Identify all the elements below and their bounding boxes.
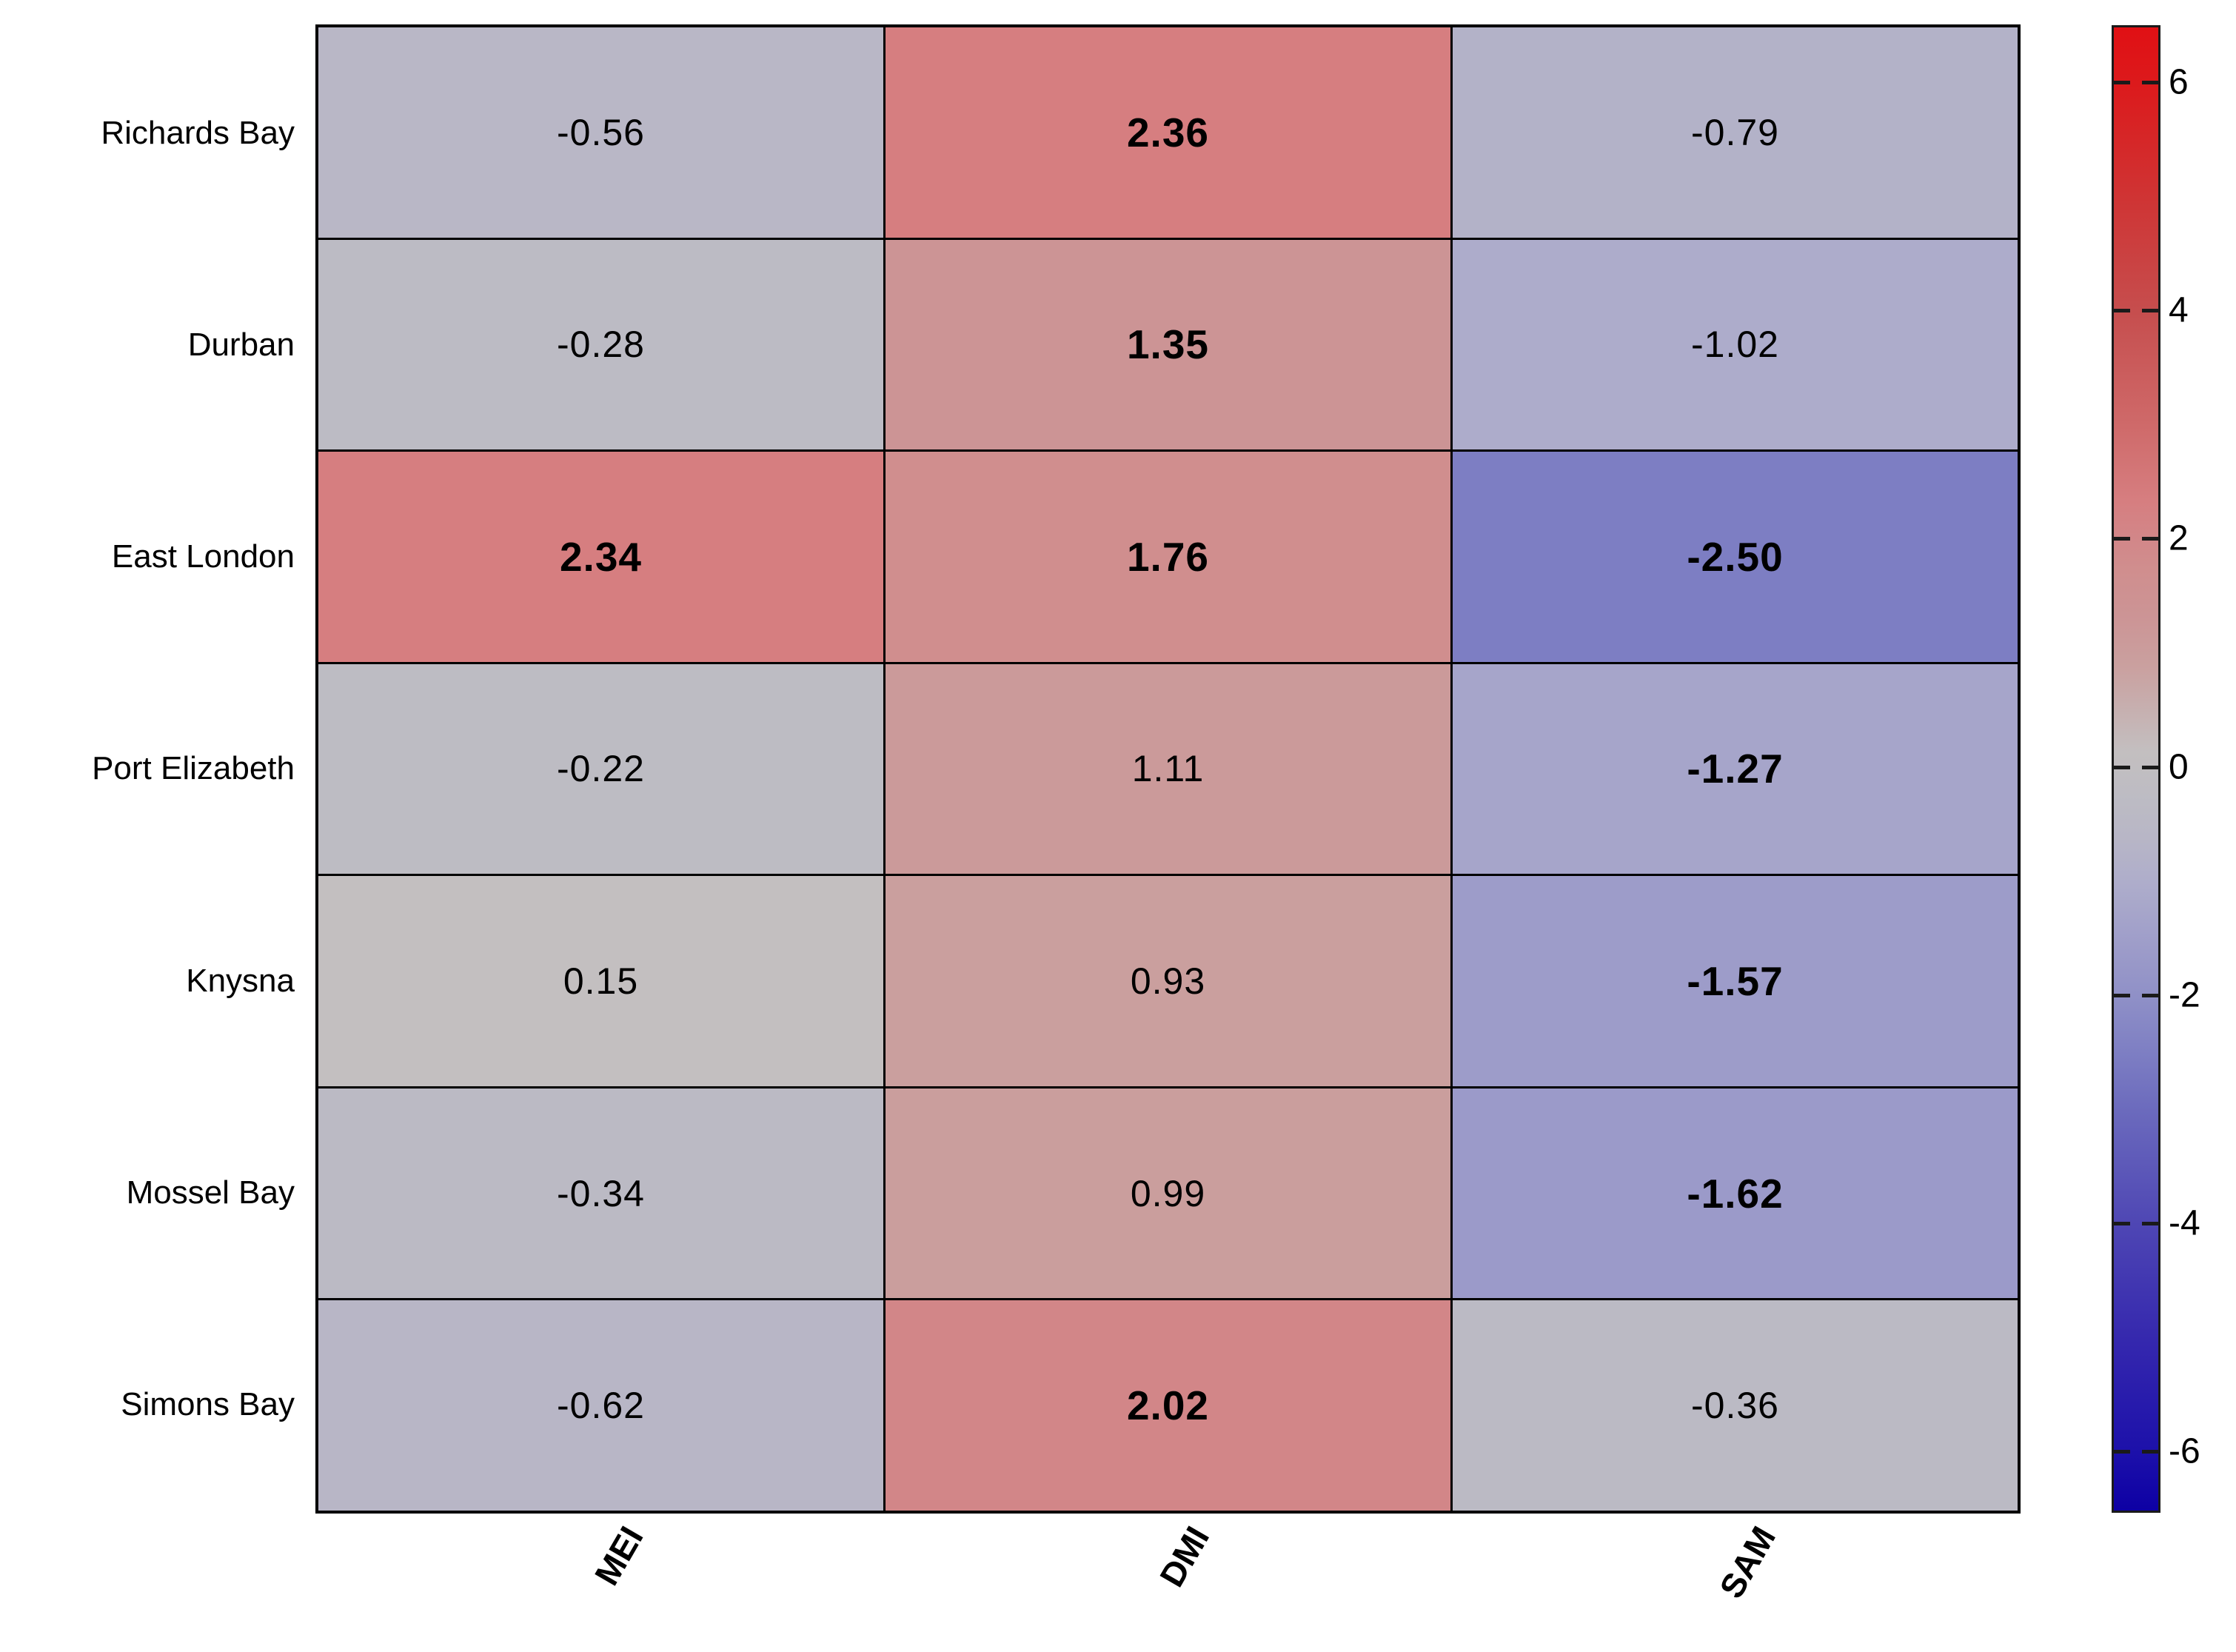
heatmap-cell: -0.34 (318, 1088, 883, 1299)
colorbar-tick-mark (2114, 1221, 2130, 1225)
colorbar-tick-label: 6 (2169, 62, 2189, 102)
heatmap-cell: -0.79 (1453, 27, 2018, 238)
cell-value: 0.99 (1130, 1172, 1206, 1214)
heatmap-cell: -0.28 (318, 239, 883, 450)
heatmap-cell: -1.57 (1453, 876, 2018, 1086)
heatmap-cell: -0.22 (318, 663, 883, 875)
cell-value: 2.34 (559, 533, 643, 580)
colorbar-tick-label: -4 (2169, 1203, 2200, 1243)
heatmap-cell: -1.27 (1453, 663, 2018, 875)
colorbar (2112, 25, 2160, 1513)
cell-value: -2.50 (1687, 533, 1784, 580)
column-label: MEI (586, 1519, 651, 1592)
colorbar-tick-mark (2142, 765, 2158, 769)
cell-value: 2.02 (1126, 1382, 1210, 1429)
heatmap-cell: -0.56 (318, 27, 883, 238)
colorbar-tick-mark (2114, 765, 2130, 769)
colorbar-tick-mark (2142, 81, 2158, 85)
cell-value: -0.56 (557, 111, 645, 153)
cell-value: -0.28 (557, 324, 645, 366)
heatmap-cell: 0.93 (886, 876, 1450, 1086)
cell-value: 2.36 (1126, 109, 1210, 155)
cell-value: -1.02 (1691, 324, 1779, 366)
cell-value: -1.27 (1687, 746, 1784, 792)
row-label: Richards Bay (101, 115, 295, 152)
cell-value: -0.79 (1691, 111, 1779, 153)
heatmap-cell: -0.62 (318, 1300, 883, 1511)
heatmap-cell: -2.50 (1453, 452, 2018, 662)
row-label: Simons Bay (121, 1385, 295, 1422)
cell-value: -1.62 (1687, 1170, 1784, 1217)
heatmap-cell: 2.36 (886, 27, 1450, 238)
cell-value: -0.36 (1691, 1385, 1779, 1427)
heatmap-cell: 1.11 (886, 663, 1450, 875)
heatmap-grid: -0.56 2.36 -0.79 -0.28 1.35 -1.02 2.34 1.76 -2.5… (315, 24, 2021, 1514)
heatmap-cell: 1.35 (886, 239, 1450, 450)
colorbar-tick-mark (2114, 537, 2130, 541)
heatmap-cell: 0.99 (886, 1088, 1450, 1299)
cell-value: -0.34 (557, 1172, 645, 1214)
heatmap-cell: -1.62 (1453, 1088, 2018, 1299)
colorbar-tick-mark (2142, 1221, 2158, 1225)
column-label: SAM (1712, 1519, 1784, 1605)
column-label: DMI (1152, 1519, 1217, 1594)
cell-value: -0.22 (557, 748, 645, 790)
row-label: Durban (187, 327, 295, 364)
cell-value: 1.11 (1131, 748, 1205, 790)
row-label: Port Elizabeth (92, 750, 295, 787)
heatmap-cell: -1.02 (1453, 239, 2018, 450)
colorbar-tick-label: -2 (2169, 975, 2200, 1015)
colorbar-tick-mark (2114, 993, 2130, 997)
cell-value: -1.57 (1687, 958, 1784, 1005)
row-label: Mossel Bay (126, 1174, 295, 1211)
heatmap-cell: 2.02 (886, 1300, 1450, 1511)
colorbar-tick-label: 2 (2169, 518, 2189, 558)
heatmap-cell: 1.76 (886, 452, 1450, 662)
heatmap-cell: 2.34 (318, 452, 883, 662)
row-label: East London (111, 538, 295, 575)
heatmap-cell: 0.15 (318, 876, 883, 1086)
row-label: Knysna (186, 962, 295, 999)
colorbar-tick-mark (2142, 309, 2158, 313)
colorbar-tick-mark (2142, 1449, 2158, 1454)
colorbar-tick-mark (2114, 1449, 2130, 1454)
cell-value: 0.93 (1130, 960, 1206, 1003)
heatmap-cell: -0.36 (1453, 1300, 2018, 1511)
colorbar-tick-mark (2142, 537, 2158, 541)
cell-value: 0.15 (563, 960, 639, 1003)
colorbar-tick-mark (2142, 993, 2158, 997)
colorbar-tick-mark (2114, 309, 2130, 313)
colorbar-tick-mark (2114, 81, 2130, 85)
colorbar-tick-label: 4 (2169, 290, 2189, 330)
colorbar-tick-label: 0 (2169, 747, 2189, 786)
cell-value: 1.35 (1126, 321, 1210, 368)
cell-value: 1.76 (1126, 533, 1210, 580)
colorbar-tick-label: -6 (2169, 1431, 2200, 1471)
cell-value: -0.62 (557, 1385, 645, 1427)
